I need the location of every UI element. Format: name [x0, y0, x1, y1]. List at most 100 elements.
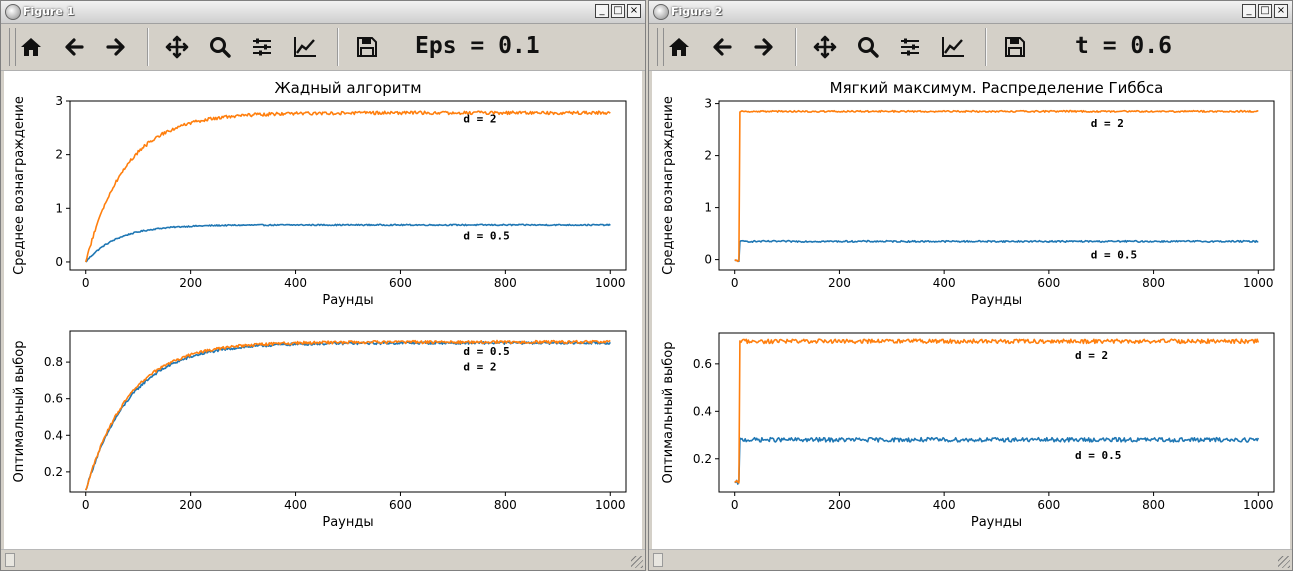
home-icon — [21, 38, 41, 56]
zoom-button[interactable] — [205, 33, 235, 61]
navigation-toolbar: Eps = 0.1 — [1, 24, 645, 71]
zoom-button[interactable] — [853, 33, 883, 61]
resize-grip[interactable] — [1278, 556, 1290, 568]
x-tick-label: 200 — [179, 498, 202, 512]
forward-arrow-icon — [106, 38, 125, 56]
x-tick-label: 1000 — [1243, 276, 1274, 290]
title-bar[interactable]: Figure 2 _ □ × — [649, 1, 1292, 24]
pan-move-icon — [813, 35, 837, 59]
y-axis-label: Среднее вознаграждение — [661, 96, 676, 275]
series-annotation: d = 0.5 — [1075, 449, 1121, 462]
close-button[interactable]: × — [1274, 4, 1288, 18]
series-line — [734, 436, 1260, 485]
chart-title: Мягкий максимум. Распределение Гиббса — [830, 79, 1164, 97]
forward-button[interactable] — [101, 33, 131, 61]
x-tick-label: 400 — [284, 276, 307, 290]
series-annotation: d = 0.5 — [1091, 249, 1137, 262]
resize-grip[interactable] — [631, 556, 643, 568]
series-line — [734, 239, 1259, 263]
y-axis-label: Оптимальный выбор — [661, 342, 676, 484]
figure-window-1: Figure 1 _ □ × — [0, 0, 646, 571]
maximize-button[interactable]: □ — [611, 4, 625, 18]
y-axis-label: Оптимальный выбор — [12, 341, 27, 483]
y-tick-label: 0.6 — [44, 392, 63, 406]
x-tick-label: 800 — [494, 276, 517, 290]
figure-canvas[interactable]: d = 0.5 d = 2 0 200 400 600 800 1000 0 1 2 3 Раунды С… — [4, 71, 642, 549]
y-tick-label: 3 — [55, 94, 63, 108]
x-axis-label: Раунды — [322, 515, 373, 530]
series-annotation: d = 0.5 — [463, 345, 509, 358]
axes-frame — [69, 100, 627, 271]
app-icon — [653, 4, 669, 20]
series-line — [734, 338, 1260, 484]
y-tick-label: 2 — [704, 149, 712, 163]
y-tick-label: 0 — [55, 255, 63, 269]
series-line — [734, 109, 1259, 263]
toolbar-separator — [985, 28, 987, 66]
status-indicator — [653, 553, 663, 567]
axes-frame — [718, 332, 1275, 493]
app-icon — [5, 4, 21, 20]
minimize-button[interactable]: _ — [595, 4, 609, 18]
y-tick-label: 0.8 — [44, 355, 63, 369]
series-annotation: d = 2 — [1091, 117, 1124, 130]
axes-frame — [718, 100, 1275, 271]
toolbar-message: t = 0.6 — [1075, 33, 1172, 59]
y-tick-label: 3 — [704, 97, 712, 111]
x-tick-label: 400 — [933, 498, 956, 512]
title-bar[interactable]: Figure 1 _ □ × — [1, 1, 645, 24]
chart-title: Жадный алгоритм — [274, 79, 421, 97]
toolbar-separator — [795, 28, 797, 66]
x-tick-label: 0 — [82, 276, 90, 290]
figure-plot-area[interactable]: d = 0.5 d = 2 0 200 400 600 800 1000 0 1 2 3 Раунды С… — [652, 71, 1290, 549]
maximize-button[interactable]: □ — [1258, 4, 1272, 18]
series-annotation: d = 2 — [463, 112, 496, 125]
edit-axes-button[interactable] — [290, 33, 320, 61]
save-button[interactable] — [352, 33, 382, 61]
x-tick-label: 1000 — [595, 498, 626, 512]
series-annotation: d = 0.5 — [463, 229, 509, 242]
pan-move-icon — [165, 35, 189, 59]
save-button[interactable] — [1000, 33, 1030, 61]
configure-subplots-icon — [901, 38, 919, 56]
pan-button[interactable] — [810, 33, 840, 61]
home-button[interactable] — [664, 33, 694, 61]
series-line — [84, 340, 611, 491]
y-tick-label: 0.6 — [693, 357, 712, 371]
save-icon — [1005, 37, 1025, 57]
toolbar-separator — [147, 28, 149, 66]
x-axis-label: Раунды — [971, 293, 1022, 308]
edit-axes-button[interactable] — [938, 33, 968, 61]
close-button[interactable]: × — [627, 4, 641, 18]
configure-subplots-button[interactable] — [895, 33, 925, 61]
figure-canvas[interactable]: d = 0.5 d = 2 0 200 400 600 800 1000 0 1 2 3 Раунды С… — [652, 71, 1290, 549]
back-button[interactable] — [707, 33, 737, 61]
series-line — [84, 110, 611, 263]
series-annotation: d = 2 — [463, 360, 496, 373]
y-tick-label: 0.2 — [693, 452, 712, 466]
figure-plot-area[interactable]: d = 0.5 d = 2 0 200 400 600 800 1000 0 1 2 3 Раунды С… — [4, 71, 642, 549]
y-axis-label: Среднее вознаграждение — [12, 96, 27, 275]
y-tick-label: 0.4 — [44, 428, 63, 442]
back-arrow-icon — [713, 38, 732, 56]
toolbar-message: Eps = 0.1 — [415, 33, 540, 59]
forward-button[interactable] — [749, 33, 779, 61]
minimize-button[interactable]: _ — [1242, 4, 1256, 18]
back-button[interactable] — [59, 33, 89, 61]
series-line — [84, 339, 611, 491]
configure-subplots-icon — [253, 38, 271, 56]
configure-subplots-button[interactable] — [247, 33, 277, 61]
x-tick-label: 1000 — [1243, 498, 1274, 512]
home-button[interactable] — [16, 33, 46, 61]
pan-button[interactable] — [162, 33, 192, 61]
subplot-2: d = 0.5 d = 2 0 200 400 600 800 1000 0.2 0.4 0.6 0.… — [12, 330, 627, 530]
x-tick-label: 200 — [828, 498, 851, 512]
x-tick-label: 200 — [179, 276, 202, 290]
y-tick-label: 0 — [704, 253, 712, 267]
toolbar-grip[interactable] — [9, 28, 16, 66]
toolbar-grip[interactable] — [657, 28, 664, 66]
x-tick-label: 400 — [284, 498, 307, 512]
x-tick-label: 600 — [389, 276, 412, 290]
y-tick-label: 1 — [704, 201, 712, 215]
x-tick-label: 600 — [1037, 498, 1060, 512]
